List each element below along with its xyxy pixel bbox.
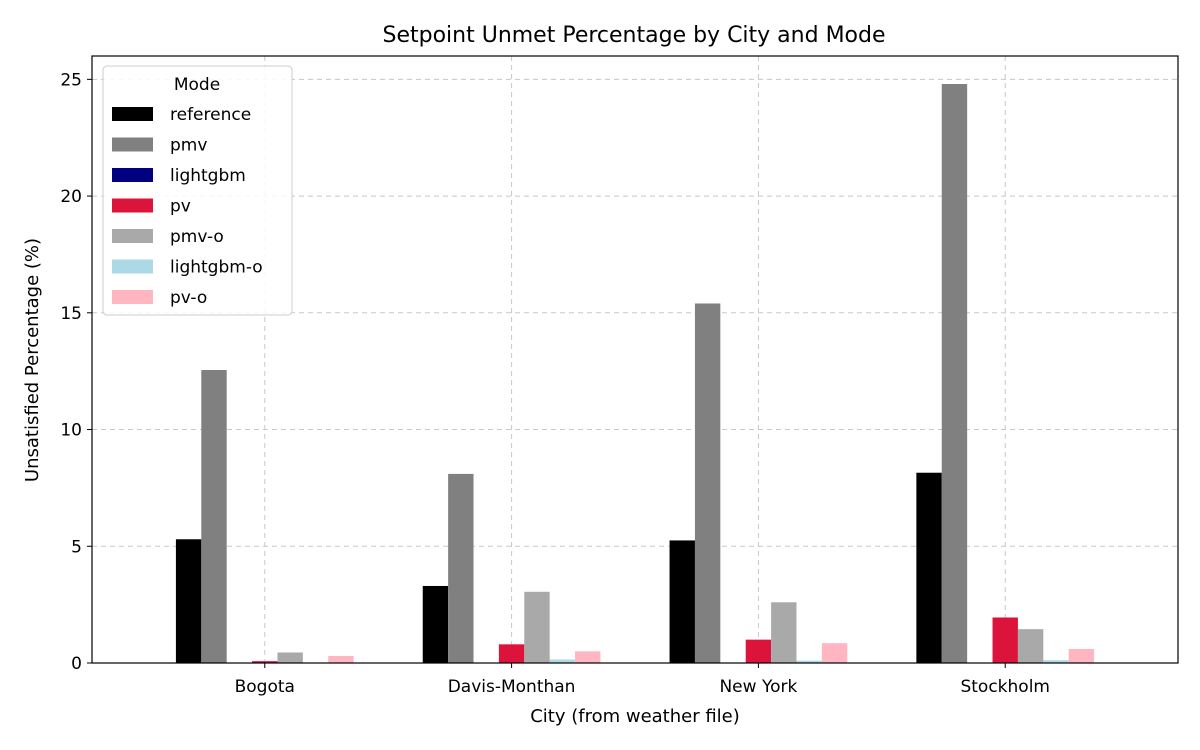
bar-pmv-o-new-york [771,602,797,663]
legend-label-pv-o: pv-o [170,288,207,308]
bar-pv-o-stockholm [1068,648,1095,663]
bar-lightgbm-o-davis-monthan [549,659,576,663]
bar-pmv-o-davis-monthan [524,591,550,663]
y-axis-label: Unsatisfied Percentage (%) [22,238,43,482]
legend-swatch-lightgbm-o [112,259,153,274]
legend-swatch-pmv-o [112,229,153,243]
legend-swatch-pmv [112,137,153,152]
legend: Mode reference pmv lightgbm pv pmv-o lightgbm… [102,65,293,316]
bar-reference-bogota [175,539,202,663]
y-tick-label: 0 [71,654,82,674]
bar-pv-o-new-york [821,643,848,663]
bar-pv-o-bogota [328,655,354,663]
bar-pv-bogota [252,661,278,663]
legend-label-lightgbm-o: lightgbm-o [170,258,263,278]
bar-lightgbm-o-stockholm [1043,660,1069,663]
bars [175,84,1095,663]
bar-lightgbm-o-new-york [796,660,822,663]
bar-pmv-davis-monthan [448,473,474,663]
legend-label-pv: pv [170,197,191,217]
legend-label-pmv: pmv [170,136,207,156]
x-tick-label: Stockholm [960,677,1050,697]
x-tick-label: Davis-Monthan [448,677,576,697]
bar-pmv-new-york [694,303,721,663]
legend-title: Mode [174,75,220,95]
legend-label-pmv-o: pmv-o [170,227,224,247]
bar-pv-o-davis-monthan [575,651,601,663]
y-axis: 0 5 10 15 20 25 [60,70,92,674]
x-axis: Bogota Davis-Monthan New York Stockholm [235,663,1050,697]
bar-reference-stockholm [916,472,942,663]
y-tick-label: 25 [60,70,82,90]
x-tick-label: New York [719,677,797,697]
legend-label-lightgbm: lightgbm [170,166,246,186]
legend-swatch-reference [112,107,153,121]
bar-pmv-bogota [201,370,227,663]
x-axis-label: City (from weather file) [530,706,740,727]
legend-box [102,65,293,316]
bar-reference-davis-monthan [422,585,449,663]
y-tick-label: 5 [71,537,82,557]
legend-swatch-lightgbm [112,168,153,182]
bar-pv-stockholm [992,617,1018,663]
y-tick-label: 10 [60,421,82,441]
bar-pv-new-york [745,639,772,663]
bar-pmv-stockholm [941,84,968,663]
y-tick-label: 15 [60,304,82,324]
legend-label-reference: reference [170,105,251,125]
legend-swatch-pv-o [112,290,153,304]
bar-reference-new-york [669,540,695,663]
y-tick-label: 20 [60,187,82,207]
chart-title: Setpoint Unmet Percentage by City and Mo… [382,23,885,48]
bar-pmv-o-bogota [277,652,303,663]
bar-pmv-o-stockholm [1017,629,1044,663]
plot-frame [91,55,1179,664]
bar-pv-davis-monthan [498,644,525,663]
legend-swatch-pv [112,198,153,213]
x-tick-label: Bogota [235,677,295,697]
